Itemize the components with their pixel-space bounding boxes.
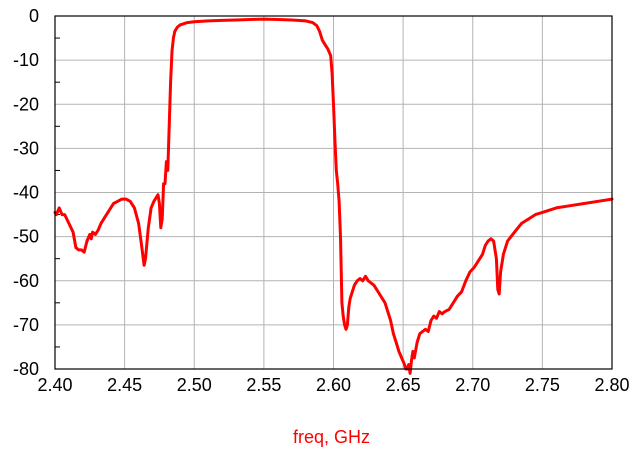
grid-lines	[55, 16, 612, 369]
y-tick-labels: 0 -10 -20 -30 -40 -50 -60 -70 -80	[13, 6, 39, 379]
y-tick-label: 0	[29, 6, 39, 26]
x-tick-label: 2.75	[525, 375, 560, 395]
y-tick-label: -30	[13, 138, 39, 158]
series-group	[53, 17, 614, 375]
x-axis-title: freq, GHz	[293, 427, 370, 447]
y-tick-label: -10	[13, 50, 39, 70]
series-line-0	[53, 17, 614, 375]
x-tick-label: 2.65	[386, 375, 421, 395]
x-tick-label: 2.45	[107, 375, 142, 395]
x-tick-label: 2.55	[246, 375, 281, 395]
x-tick-label: 2.80	[594, 375, 629, 395]
y-tick-label: -60	[13, 271, 39, 291]
y-tick-label: -40	[13, 183, 39, 203]
y-tick-label: -50	[13, 227, 39, 247]
x-tick-label: 2.60	[316, 375, 351, 395]
x-tick-labels: 2.40 2.45 2.50 2.55 2.60 2.65 2.70 2.75 2.80	[37, 375, 629, 395]
plot-frame	[54, 15, 613, 370]
y-tick-label: -80	[13, 359, 39, 379]
x-tick-label: 2.40	[37, 375, 72, 395]
y-tick-label: -70	[13, 315, 39, 335]
y-tick-label: -20	[13, 94, 39, 114]
x-tick-label: 2.50	[177, 375, 212, 395]
x-tick-label: 2.70	[455, 375, 490, 395]
